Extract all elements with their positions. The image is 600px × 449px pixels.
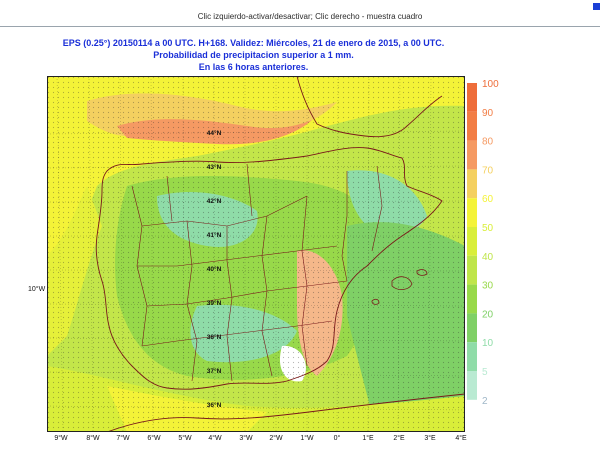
latitude-labels: 44°N 43°N 42°N 41°N 40°N 39°N 38°N 37°N … xyxy=(207,129,222,409)
lon-label-10w: 10°W xyxy=(28,285,46,293)
balearic-islands xyxy=(371,269,428,305)
title-line-2: Probabilidad de precipitacion superior a… xyxy=(153,50,354,60)
lon-label: 5°W xyxy=(178,434,192,442)
map-title: EPS (0.25°) 20150114 a 00 UTC. H+168. Va… xyxy=(0,37,507,73)
lon-label: 4°E xyxy=(455,434,467,442)
legend-swatch xyxy=(467,255,477,285)
probability-map[interactable]: 44°N 43°N 42°N 41°N 40°N 39°N 38°N 37°N … xyxy=(47,76,465,432)
legend-label: 60 xyxy=(482,194,494,205)
lon-label: 3°W xyxy=(239,434,253,442)
graticule xyxy=(47,76,465,432)
legend-swatch xyxy=(467,169,477,199)
top-bar: Clic izquierdo-activar/desactivar; Clic … xyxy=(0,0,600,26)
legend-label: 10 xyxy=(482,338,494,349)
lon-label: 1°W xyxy=(300,434,314,442)
legend-label: 40 xyxy=(482,252,494,263)
legend-swatch xyxy=(467,313,477,343)
province-borders xyxy=(131,163,383,382)
legend-label: 70 xyxy=(482,165,494,176)
lon-label: 6°W xyxy=(147,434,161,442)
legend-label: 50 xyxy=(482,223,494,234)
legend-label: 100 xyxy=(482,79,499,90)
lon-label: 0° xyxy=(334,434,341,442)
lon-label: 2°W xyxy=(269,434,283,442)
lon-label: 3°E xyxy=(424,434,436,442)
lat-label-37: 37°N xyxy=(207,367,222,375)
legend-swatch xyxy=(467,227,477,256)
left-axis: 10°W xyxy=(28,285,46,293)
map-frame: EPS (0.25°) 20150114 a 00 UTC. H+168. Va… xyxy=(0,26,600,449)
legend-swatch xyxy=(467,198,477,227)
legend-label: 80 xyxy=(482,137,494,148)
legend-label: 30 xyxy=(482,281,494,292)
longitude-axis: 9°W 8°W 7°W 6°W 5°W 4°W 3°W 2°W 1°W 0° 1… xyxy=(54,434,467,442)
coastline xyxy=(95,147,443,390)
legend-swatch xyxy=(467,140,477,170)
lat-label-41: 41°N xyxy=(207,231,222,239)
legend-swatch xyxy=(467,342,477,371)
france-coast xyxy=(296,76,443,138)
lon-label: 2°E xyxy=(393,434,405,442)
legend-swatch xyxy=(467,83,477,112)
color-legend: 100 90 80 70 60 50 40 30 20 10 5 2 xyxy=(467,79,499,407)
legend-label: 2 xyxy=(482,396,488,407)
title-line-3: En las 6 horas anteriores. xyxy=(198,62,309,72)
legend-label: 20 xyxy=(482,309,494,320)
lat-label-36: 36°N xyxy=(207,401,222,409)
legend-label: 5 xyxy=(482,367,488,378)
map-border xyxy=(47,76,465,432)
toggle-square-button[interactable] xyxy=(593,3,600,10)
legend-swatch xyxy=(467,284,477,314)
lon-label: 4°W xyxy=(208,434,222,442)
title-line-1: EPS (0.25°) 20150114 a 00 UTC. H+168. Va… xyxy=(62,38,445,48)
lon-label: 1°E xyxy=(362,434,374,442)
lon-label: 7°W xyxy=(116,434,130,442)
lon-label: 9°W xyxy=(54,434,68,442)
lon-label: 8°W xyxy=(86,434,100,442)
lat-label-42: 42°N xyxy=(207,197,222,205)
lat-label-40: 40°N xyxy=(207,265,222,273)
africa-coast xyxy=(106,393,465,432)
lat-label-38: 38°N xyxy=(207,333,222,341)
legend-swatch xyxy=(467,371,477,400)
lat-label-43: 43°N xyxy=(207,163,222,171)
lat-label-44: 44°N xyxy=(207,129,222,137)
legend-label: 90 xyxy=(482,108,494,119)
click-instructions: Clic izquierdo-activar/desactivar; Clic … xyxy=(197,12,423,21)
legend-swatch xyxy=(467,111,477,141)
lat-label-39: 39°N xyxy=(207,299,222,307)
